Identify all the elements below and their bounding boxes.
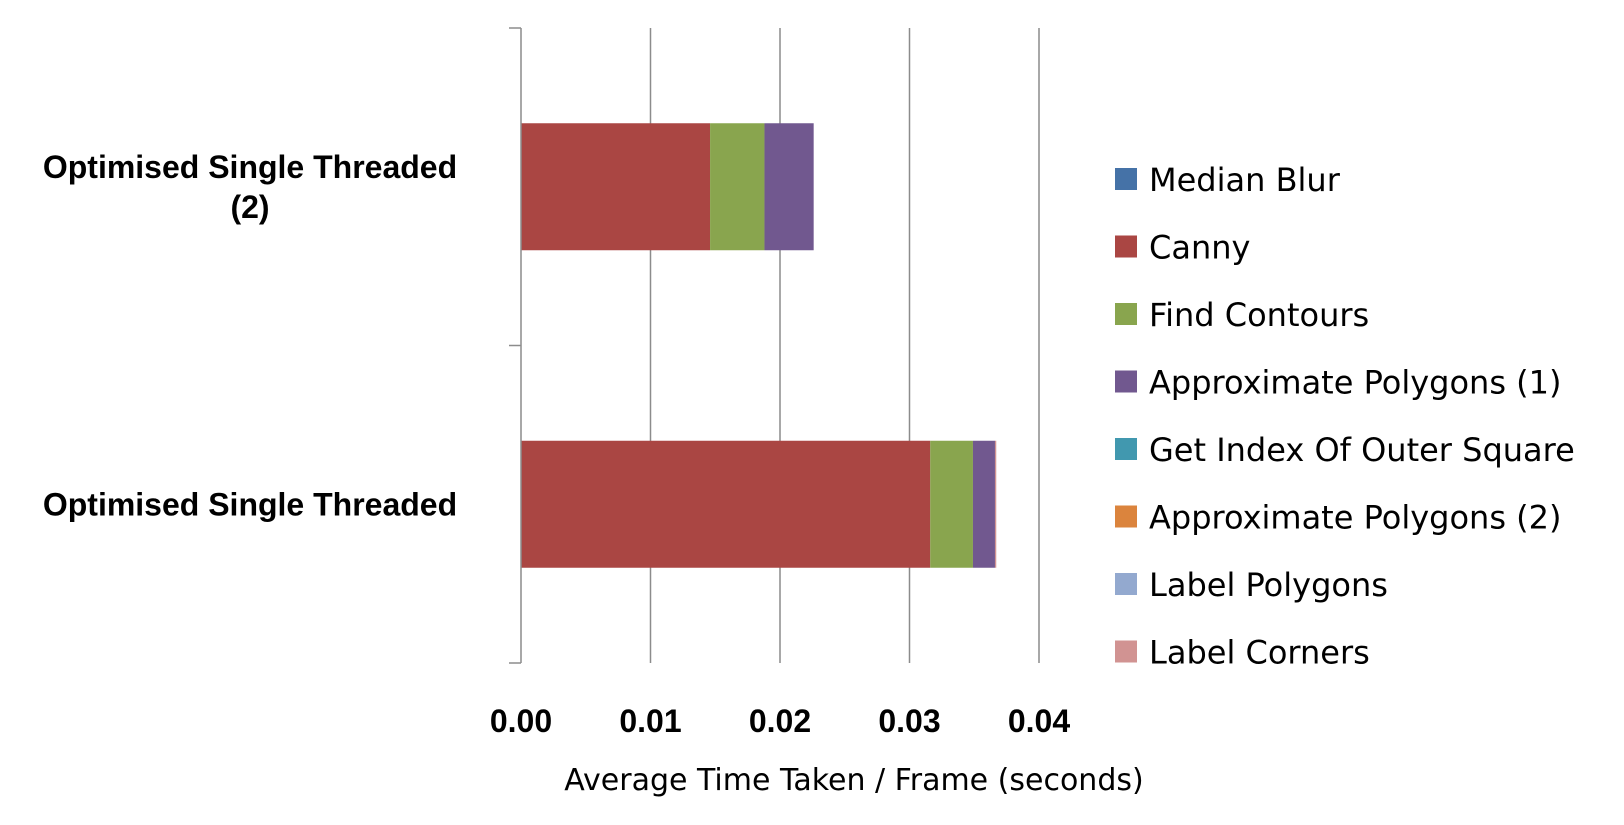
legend-swatch <box>1115 640 1137 663</box>
bar-segment <box>764 123 814 251</box>
category-labels: Optimised Single Threaded (2) Optimised Si… <box>43 149 457 523</box>
legend-swatch <box>1115 235 1137 258</box>
category-label: Optimised Single Threaded <box>43 486 457 522</box>
legend-label: Median Blur <box>1149 161 1341 199</box>
bar-segment <box>521 123 711 251</box>
legend-swatch <box>1115 438 1137 460</box>
category-label: Optimised Single Threaded (2) <box>43 149 457 225</box>
axes <box>509 27 522 664</box>
legend-label: Label Corners <box>1149 634 1370 672</box>
x-tick-label: 0.04 <box>1008 703 1070 739</box>
bar-segment <box>710 123 765 251</box>
bars <box>521 123 997 568</box>
legend-swatch <box>1115 573 1137 595</box>
legend-label: Canny <box>1149 229 1250 267</box>
legend-swatch <box>1115 505 1137 528</box>
x-tick-labels: 0.00 0.01 0.02 0.03 0.04 <box>490 703 1070 739</box>
legend-label: Label Polygons <box>1149 566 1388 604</box>
x-tick-label: 0.00 <box>490 703 552 739</box>
x-tick-label: 0.02 <box>749 703 811 739</box>
legend-label: Approximate Polygons (2) <box>1149 499 1561 537</box>
legend-swatch <box>1115 168 1137 190</box>
bar-segment <box>994 440 997 568</box>
legend: Median Blur Canny Find Contours Approximate… <box>1115 161 1575 672</box>
bar-segment <box>972 440 995 568</box>
legend-label: Find Contours <box>1149 296 1369 334</box>
x-axis-title: Average Time Taken / Frame (seconds) <box>564 763 1143 798</box>
bar-segment <box>521 440 931 568</box>
x-tick-label: 0.03 <box>878 703 940 739</box>
legend-label: Approximate Polygons (1) <box>1149 364 1561 402</box>
legend-swatch <box>1115 370 1137 393</box>
legend-swatch <box>1115 303 1137 325</box>
legend-label: Get Index Of Outer Square <box>1149 431 1575 469</box>
x-tick-label: 0.01 <box>619 703 681 739</box>
bar-segment <box>930 440 973 568</box>
